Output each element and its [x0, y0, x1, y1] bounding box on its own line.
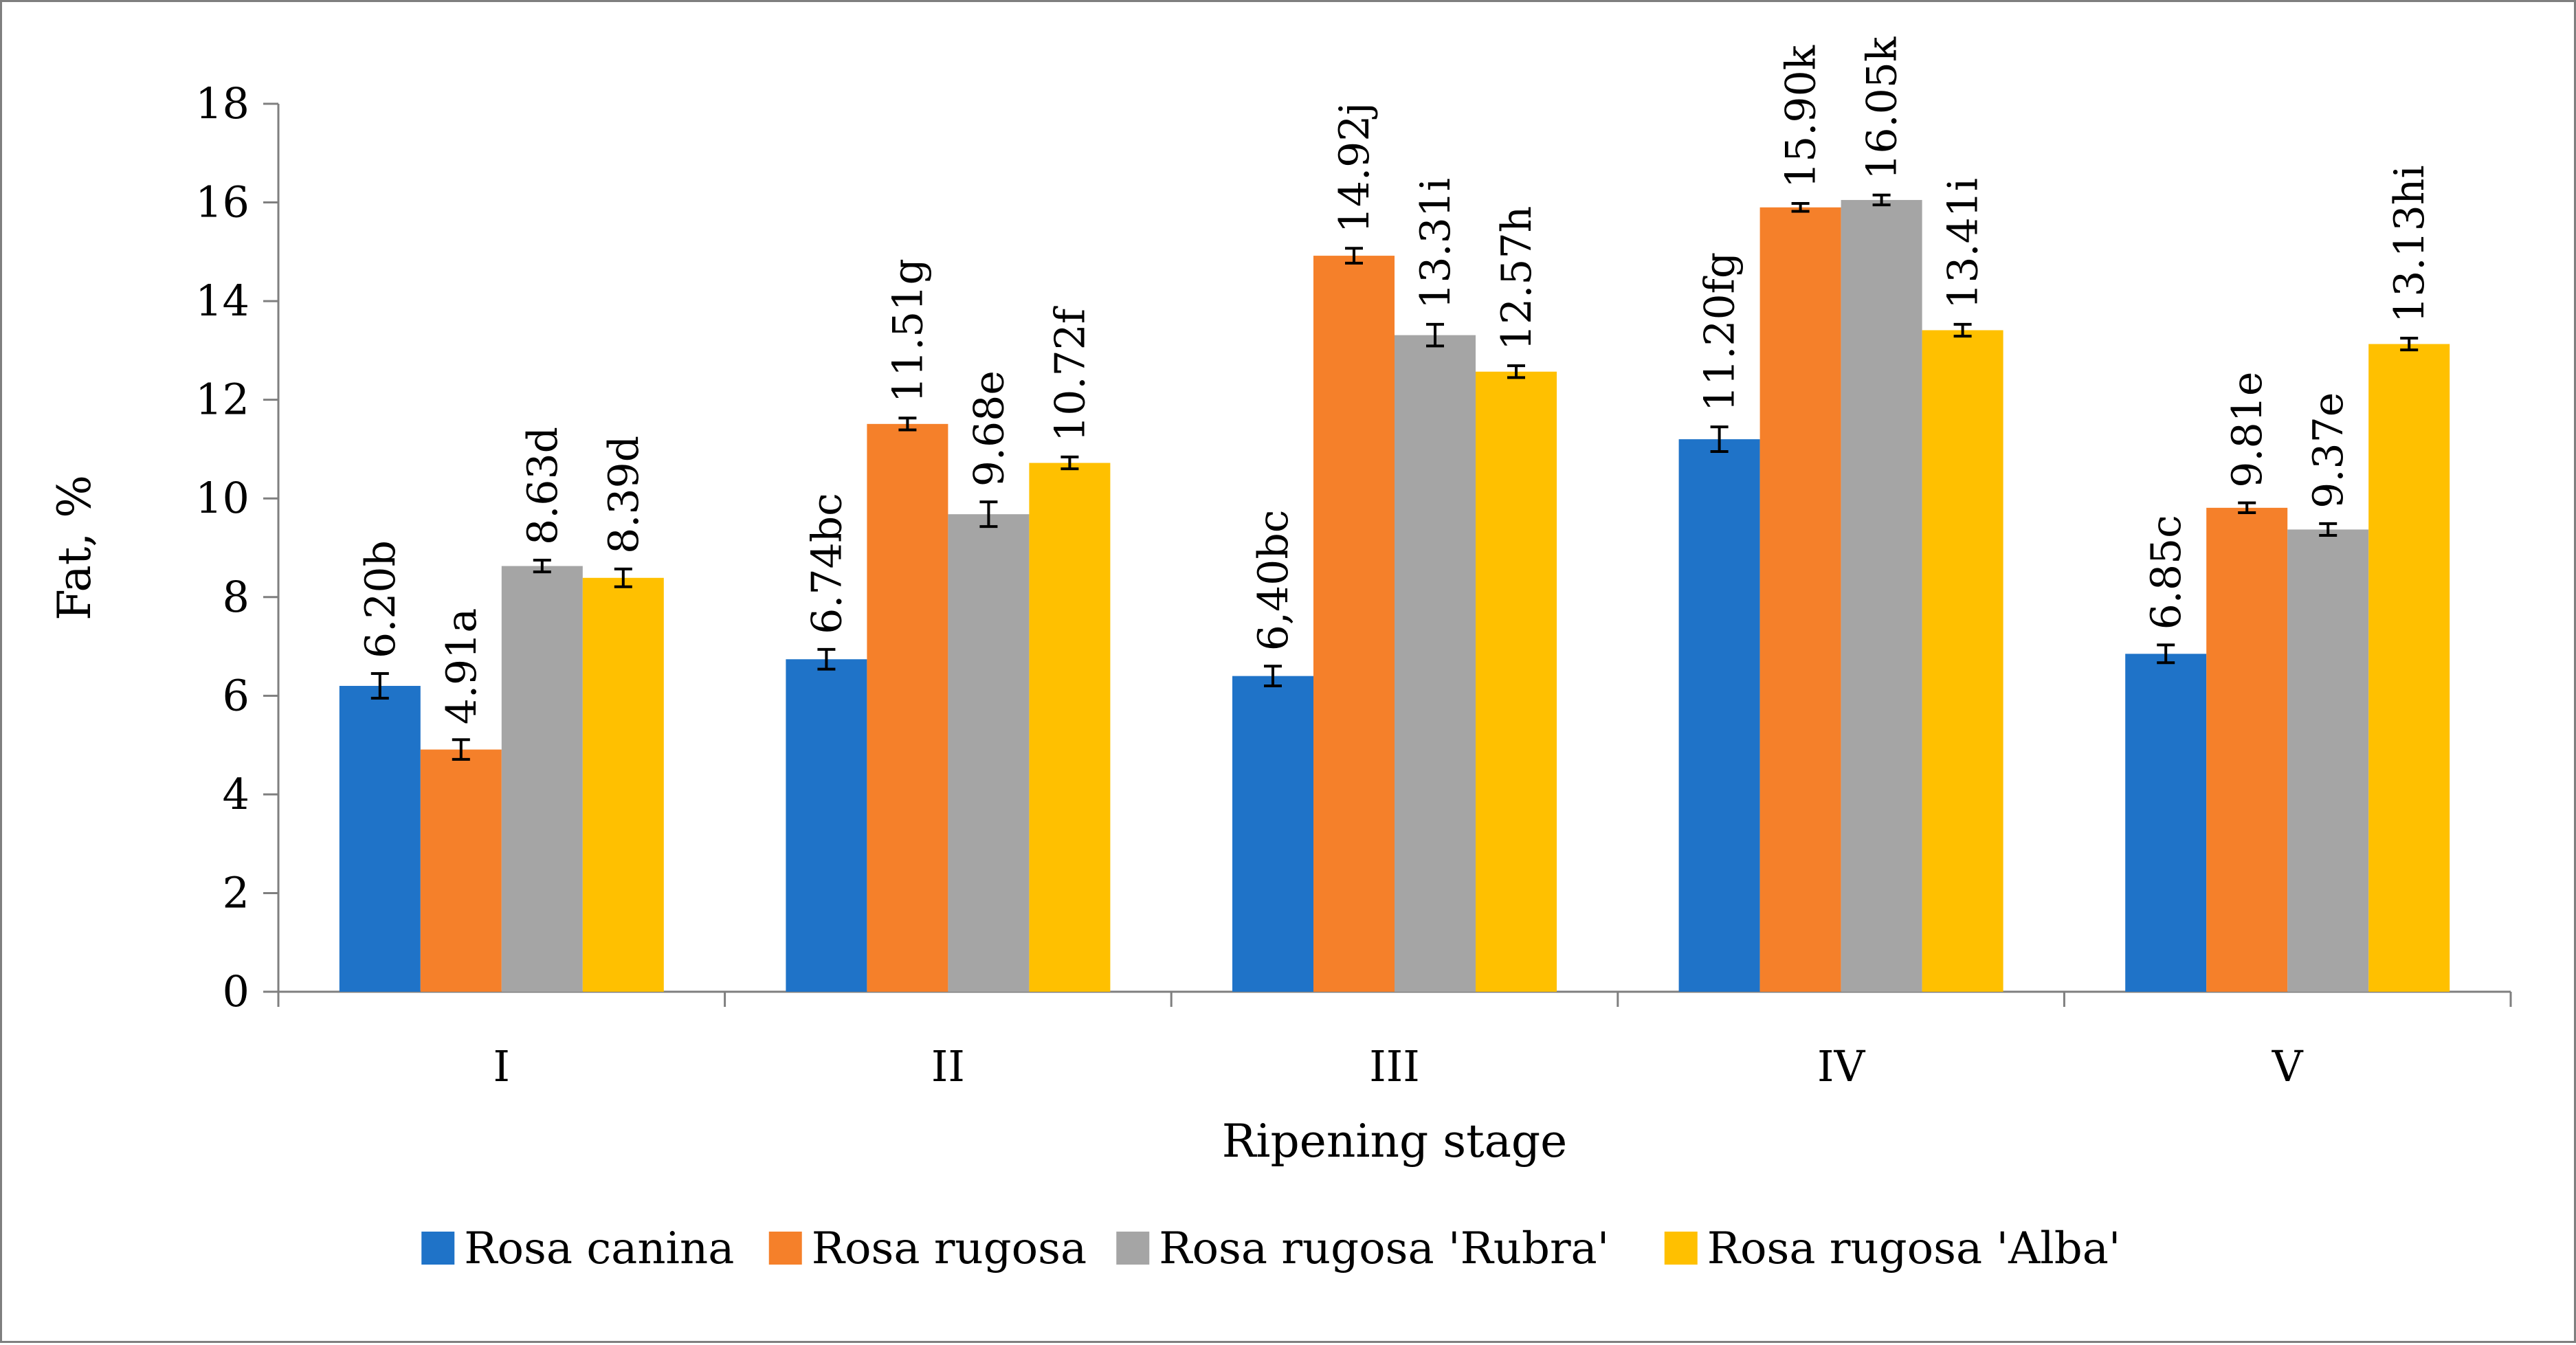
- data-label: 13.41i: [1940, 178, 1988, 309]
- data-label: 9.68e: [965, 370, 1013, 487]
- y-tick-label: 14: [195, 276, 249, 326]
- y-tick-label: 0: [223, 966, 249, 1016]
- data-label: 6.74bc: [803, 493, 851, 634]
- data-label: 8.63d: [519, 427, 567, 545]
- data-label: 8.39d: [600, 436, 648, 554]
- bar: [1922, 330, 2003, 992]
- bar: [1029, 463, 1111, 992]
- bar: [867, 423, 948, 992]
- legend-swatch: [1116, 1232, 1150, 1265]
- data-label: 6,40bc: [1250, 510, 1298, 652]
- bar: [1759, 207, 1841, 992]
- legend-label: Rosa canina: [464, 1223, 734, 1274]
- data-label: 13.13hi: [2386, 165, 2434, 323]
- x-tick-label: I: [493, 1041, 511, 1091]
- legend-swatch: [768, 1232, 802, 1265]
- data-label: 13.31i: [1412, 178, 1460, 309]
- bar: [2206, 507, 2288, 992]
- bar: [501, 566, 583, 992]
- y-tick-label: 12: [195, 375, 249, 425]
- bar: [786, 659, 867, 992]
- y-axis-title: Fat, %: [48, 475, 101, 621]
- data-label: 11.20fg: [1696, 252, 1744, 412]
- data-label: 9.37e: [2305, 392, 2353, 509]
- bar: [2287, 529, 2369, 992]
- y-tick-label: 8: [223, 572, 249, 622]
- data-label: 6.20b: [357, 540, 405, 658]
- data-label: 11.51g: [884, 258, 932, 403]
- legend-label: Rosa rugosa: [812, 1223, 1087, 1274]
- y-tick-label: 4: [223, 769, 249, 819]
- data-label: 16.05k: [1858, 36, 1907, 180]
- legend-swatch: [421, 1232, 455, 1265]
- data-label: 12.57h: [1493, 206, 1541, 351]
- legend: Rosa canina Rosa rugosa Rosa rugosa 'Rubra…: [421, 1223, 2120, 1274]
- bar: [1841, 199, 1922, 992]
- legend-label: Rosa rugosa 'Rubra': [1159, 1223, 1609, 1274]
- bar: [2125, 654, 2207, 992]
- bar: [1232, 676, 1313, 992]
- y-tick-label: 2: [223, 867, 249, 918]
- y-tick-label: 18: [195, 78, 249, 129]
- data-label: 9.81e: [2223, 372, 2272, 488]
- bar: [1476, 371, 1557, 992]
- data-label: 6.85c: [2142, 515, 2190, 630]
- y-tick-label: 10: [195, 473, 249, 523]
- bar: [948, 514, 1030, 992]
- x-axis-title: Ripening stage: [1222, 1115, 1568, 1168]
- x-tick-label: III: [1369, 1041, 1419, 1091]
- bar: [420, 749, 502, 992]
- y-tick-label: 6: [223, 670, 249, 720]
- bar: [1678, 439, 1760, 992]
- x-tick-label: IV: [1817, 1041, 1865, 1091]
- data-label: 10.72f: [1046, 306, 1094, 442]
- y-tick-label: 16: [195, 177, 249, 227]
- x-tick-label: II: [931, 1041, 965, 1091]
- bar: [2368, 344, 2450, 992]
- legend-swatch: [1664, 1232, 1698, 1265]
- bar: [339, 685, 421, 992]
- data-label: 14.92j: [1331, 102, 1379, 233]
- legend-label: Rosa rugosa 'Alba': [1707, 1223, 2121, 1274]
- data-label: 4.91a: [438, 608, 486, 724]
- data-label: 15.90k: [1777, 45, 1825, 188]
- bar: [582, 577, 664, 992]
- x-tick-label: V: [2272, 1041, 2304, 1091]
- bar: [1395, 335, 1476, 992]
- bar: [1313, 256, 1395, 992]
